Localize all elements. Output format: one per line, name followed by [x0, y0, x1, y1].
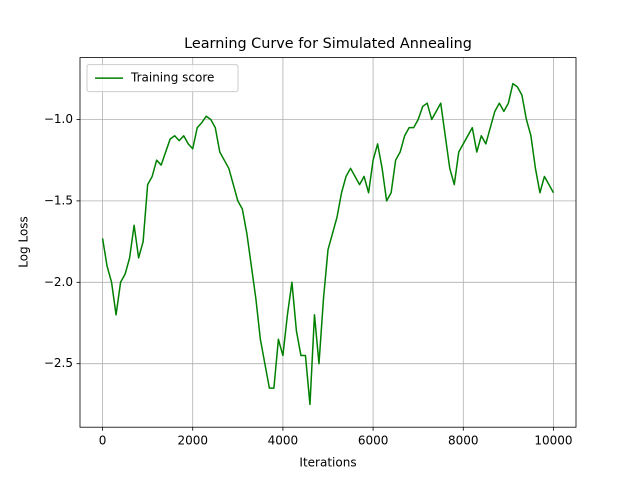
legend-label: Training score [130, 71, 214, 85]
chart-title: Learning Curve for Simulated Annealing [184, 36, 472, 52]
x-tick-label: 4000 [268, 434, 299, 448]
y-tick-label: −2.5 [44, 356, 73, 370]
x-tick-label: 0 [99, 434, 107, 448]
series-line [101, 82, 555, 406]
x-axis-label: Iterations [299, 456, 356, 470]
y-tick-label: −2.0 [44, 275, 73, 289]
x-tick-label: 6000 [358, 434, 389, 448]
legend-box [86, 64, 239, 93]
y-tick-label: −1.5 [44, 193, 73, 207]
x-tick-label: 2000 [177, 434, 208, 448]
y-tick-label: −1.0 [44, 112, 73, 126]
plot-frame [79, 57, 577, 428]
x-tick-label: 8000 [448, 434, 479, 448]
x-tick-label: 10000 [534, 434, 572, 448]
y-axis-label: Log Loss [17, 216, 31, 268]
